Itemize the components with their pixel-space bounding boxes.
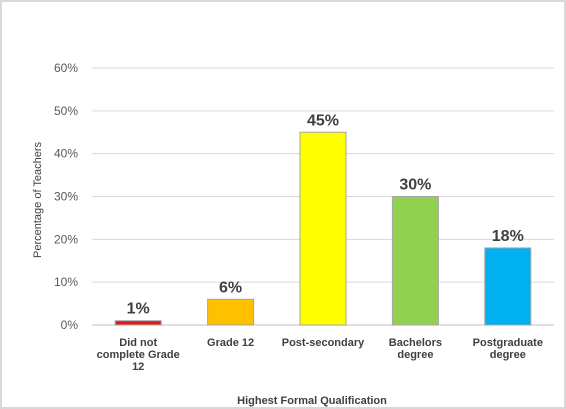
y-tick-label: 0% (61, 318, 79, 332)
bar (391, 196, 439, 326)
y-axis-ticks: 0% 10% 20% 30% 40% 50% 60% (54, 61, 78, 332)
data-label: 18% (492, 228, 524, 245)
x-tick-label: Postgraduate degree (473, 337, 543, 361)
bar (114, 320, 162, 326)
y-tick-label: 30% (54, 190, 78, 204)
x-axis-categories: Did not complete Grade 12 Grade 12 Post-seco… (97, 337, 543, 373)
x-tick-label: Did not complete Grade 12 (97, 337, 180, 373)
data-label: 6% (219, 279, 242, 296)
bar (207, 298, 255, 326)
bars (114, 131, 532, 326)
bar (299, 131, 347, 326)
x-tick-label: Bachelors degree (389, 337, 442, 361)
data-label: 45% (307, 112, 339, 129)
x-axis-title: Highest Formal Qualification (237, 395, 387, 407)
y-tick-label: 10% (54, 275, 78, 289)
bar (484, 247, 532, 326)
x-tick-label: Post-secondary (282, 337, 365, 349)
y-tick-label: 40% (54, 147, 78, 161)
x-tick-label: Grade 12 (207, 337, 254, 349)
y-tick-label: 50% (54, 104, 78, 118)
y-tick-label: 60% (54, 61, 78, 75)
y-axis-title: Percentage of Teachers (32, 142, 44, 258)
data-label: 30% (399, 177, 431, 194)
data-label: 1% (127, 301, 150, 318)
y-tick-label: 20% (54, 232, 78, 246)
data-labels: 1% 6% 45% 30% 18% (127, 112, 524, 317)
